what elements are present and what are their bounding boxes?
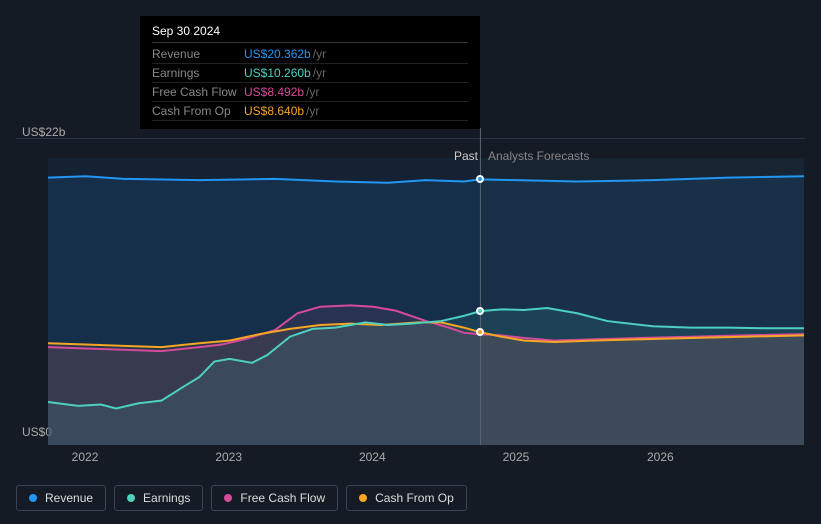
tooltip-suffix: /yr	[306, 85, 319, 99]
tooltip-suffix: /yr	[306, 104, 319, 118]
x-tick-2023: 2023	[215, 450, 242, 464]
tooltip-row: EarningsUS$10.260b /yr	[152, 64, 468, 83]
tooltip-value: US$10.260b	[244, 66, 311, 80]
section-label-past: Past	[420, 149, 478, 163]
x-tick-2025: 2025	[503, 450, 530, 464]
legend-dot-icon	[224, 494, 232, 502]
chart-marker-earnings	[476, 307, 484, 315]
tooltip-label: Free Cash Flow	[152, 85, 244, 99]
tooltip-label: Revenue	[152, 47, 244, 61]
tooltip-suffix: /yr	[313, 47, 326, 61]
legend-label: Revenue	[45, 491, 93, 505]
legend-item-revenue[interactable]: Revenue	[16, 485, 106, 511]
tooltip-label: Cash From Op	[152, 104, 244, 118]
chart-plot-area[interactable]	[48, 158, 804, 445]
legend-label: Earnings	[143, 491, 190, 505]
tooltip-suffix: /yr	[313, 66, 326, 80]
tooltip-row: RevenueUS$20.362b /yr	[152, 45, 468, 64]
tooltip-value: US$20.362b	[244, 47, 311, 61]
tooltip-row: Cash From OpUS$8.640b /yr	[152, 102, 468, 121]
legend-label: Free Cash Flow	[240, 491, 325, 505]
chart-marker-revenue	[476, 175, 484, 183]
legend-dot-icon	[127, 494, 135, 502]
section-label-forecast: Analysts Forecasts	[488, 149, 589, 163]
chart-legend: Revenue Earnings Free Cash Flow Cash From O…	[16, 485, 467, 511]
chart-marker-cash_from_op	[476, 328, 484, 336]
legend-item-free-cash-flow[interactable]: Free Cash Flow	[211, 485, 338, 511]
tooltip-title: Sep 30 2024	[152, 24, 468, 43]
x-tick-2022: 2022	[72, 450, 99, 464]
x-tick-2026: 2026	[647, 450, 674, 464]
tooltip-row: Free Cash FlowUS$8.492b /yr	[152, 83, 468, 102]
tooltip-value: US$8.492b	[244, 85, 304, 99]
chart-tooltip: Sep 30 2024 RevenueUS$20.362b /yrEarning…	[140, 16, 480, 129]
legend-dot-icon	[29, 494, 37, 502]
x-tick-2024: 2024	[359, 450, 386, 464]
legend-item-earnings[interactable]: Earnings	[114, 485, 203, 511]
tooltip-value: US$8.640b	[244, 104, 304, 118]
legend-dot-icon	[359, 494, 367, 502]
legend-label: Cash From Op	[375, 491, 454, 505]
tooltip-label: Earnings	[152, 66, 244, 80]
legend-item-cash-from-op[interactable]: Cash From Op	[346, 485, 467, 511]
